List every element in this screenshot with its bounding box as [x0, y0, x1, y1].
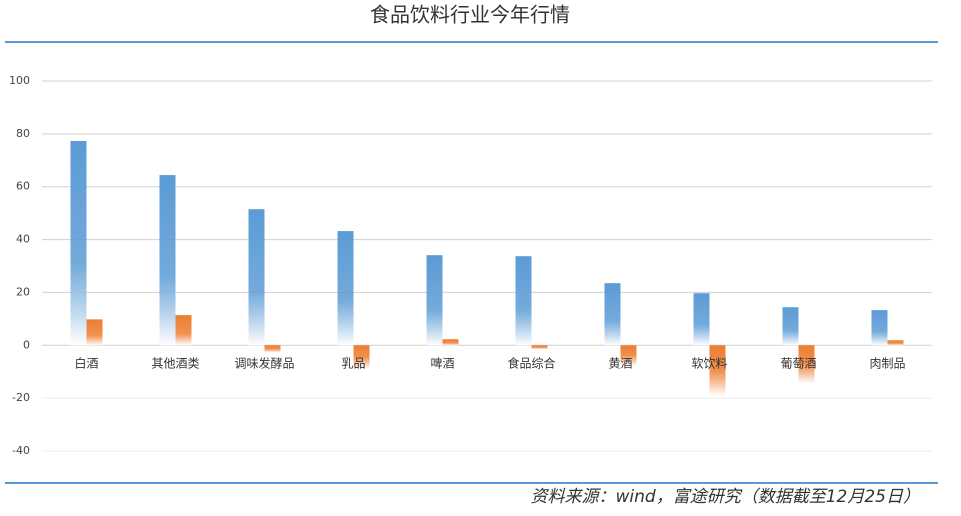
bar: [604, 283, 621, 346]
x-tick-label: 其他酒类: [151, 357, 199, 371]
y-tick-label: 60: [16, 180, 30, 193]
y-tick-label: 20: [16, 285, 30, 298]
source-note: 资料来源：wind，富途研究（数据截至12月25日）: [531, 487, 920, 507]
x-tick-label: 啤酒: [430, 356, 454, 371]
x-tick-label: 黄酒: [608, 357, 632, 371]
bar: [353, 345, 370, 369]
bar: [426, 255, 443, 346]
x-tick-label: 乳品: [341, 357, 365, 371]
y-tick-label: -40: [12, 444, 30, 457]
x-tick-label: 白酒: [74, 356, 98, 371]
bar: [70, 140, 87, 346]
bar: [159, 175, 176, 346]
bar: [798, 345, 815, 384]
chart-title: 食品饮料行业今年行情: [370, 3, 570, 27]
x-tick-label: 肉制品: [869, 357, 905, 371]
y-tick-label: 100: [9, 74, 30, 87]
bar: [871, 310, 888, 346]
bar: [337, 231, 354, 346]
bar: [693, 293, 710, 346]
y-tick-label: 40: [16, 233, 30, 246]
bar: [248, 209, 265, 346]
x-tick-label: 葡萄酒: [780, 357, 816, 371]
bar: [531, 345, 548, 350]
bar: [86, 319, 103, 346]
bar: [515, 256, 532, 346]
bar: [442, 339, 459, 346]
bar: [709, 345, 726, 396]
y-tick-label: 80: [16, 127, 30, 140]
x-tick-label: 食品综合: [507, 356, 555, 371]
bar: [175, 315, 192, 346]
y-tick-label: -20: [12, 391, 30, 404]
y-tick-label: 0: [23, 338, 30, 351]
x-tick-label: 调味发酵品: [234, 356, 294, 371]
bar: [887, 340, 904, 346]
bar: [620, 345, 637, 366]
bar: [264, 345, 281, 353]
x-tick-label: 软饮料: [691, 357, 727, 371]
bar: [782, 307, 799, 346]
